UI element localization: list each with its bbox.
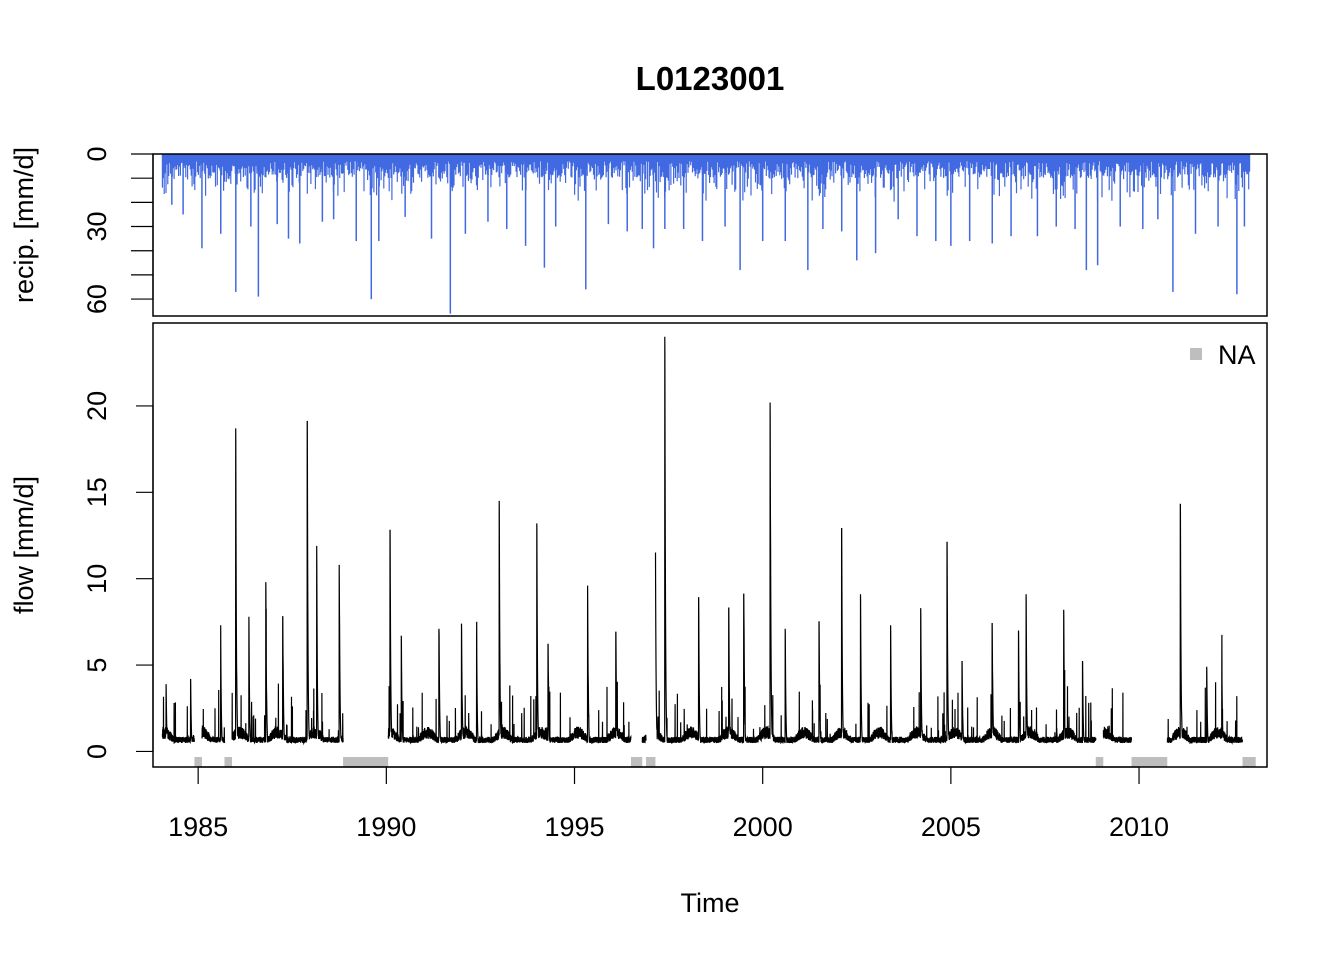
flow-y-tick-label: 10 bbox=[82, 564, 112, 594]
x-tick-label: 2005 bbox=[921, 812, 981, 842]
na-period-0 bbox=[194, 757, 202, 767]
chart-title: L0123001 bbox=[636, 60, 785, 97]
precipitation-y-tick-label: 60 bbox=[82, 284, 112, 314]
x-axis: 1985 1990 1995 2000 2005 2010 bbox=[168, 766, 1169, 842]
flow-y-tick-label: 0 bbox=[82, 744, 112, 759]
flow-panel: 0 5 10 15 20 flow [mm/d] NA bbox=[9, 322, 1268, 768]
precipitation-panel: 0 30 60 recip. [mm/d] bbox=[9, 146, 1268, 317]
legend: NA bbox=[1190, 340, 1256, 370]
flow-plot-frame bbox=[152, 322, 1268, 768]
legend-na-swatch bbox=[1190, 348, 1202, 360]
flow-series-line bbox=[161, 336, 1244, 746]
na-periods bbox=[194, 757, 1256, 767]
flow-y-tick-label: 15 bbox=[82, 477, 112, 507]
x-tick-label: 1990 bbox=[356, 812, 416, 842]
na-period-4 bbox=[646, 757, 656, 767]
na-period-7 bbox=[1242, 757, 1256, 767]
flow-y-tick-label: 5 bbox=[82, 658, 112, 673]
flow-y-tick-label: 20 bbox=[82, 391, 112, 421]
x-tick-label: 2000 bbox=[733, 812, 793, 842]
legend-na-label: NA bbox=[1218, 340, 1256, 370]
precipitation-y-tick-label: 0 bbox=[82, 146, 112, 161]
precipitation-bars bbox=[161, 154, 1251, 314]
precipitation-y-label: recip. [mm/d] bbox=[9, 147, 39, 303]
flow-y-axis: 0 5 10 15 20 bbox=[82, 391, 154, 759]
precipitation-y-tick-label: 30 bbox=[82, 212, 112, 242]
precipitation-y-axis: 0 30 60 bbox=[82, 146, 154, 314]
x-tick-label: 1995 bbox=[544, 812, 604, 842]
x-axis-label: Time bbox=[681, 888, 740, 918]
flow-y-label: flow [mm/d] bbox=[9, 476, 39, 614]
x-tick-label: 1985 bbox=[168, 812, 228, 842]
x-tick-label: 2010 bbox=[1109, 812, 1169, 842]
na-period-3 bbox=[630, 757, 643, 767]
na-period-2 bbox=[343, 757, 389, 767]
na-period-6 bbox=[1131, 757, 1168, 767]
na-period-1 bbox=[224, 757, 233, 767]
na-period-5 bbox=[1095, 757, 1104, 767]
